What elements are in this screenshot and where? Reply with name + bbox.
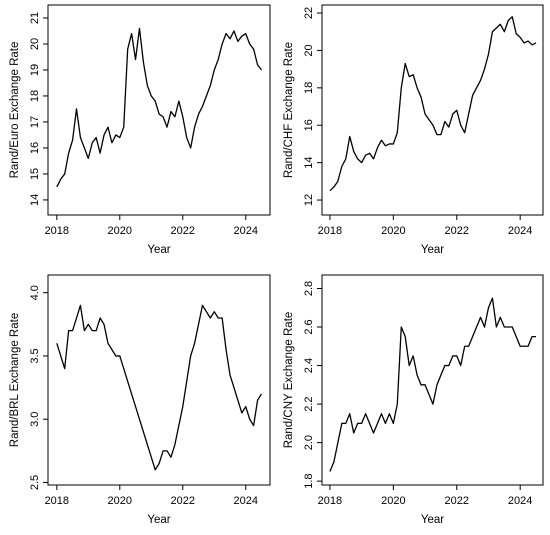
y-tick-label: 16 <box>29 142 41 154</box>
y-tick-label: 2.0 <box>303 435 315 450</box>
x-tick-label: 2020 <box>381 495 405 507</box>
x-tick-label: 2018 <box>318 225 342 237</box>
x-tick-label: 2020 <box>108 225 132 237</box>
y-tick-label: 17 <box>29 116 41 128</box>
y-tick-label: 3.0 <box>29 412 41 427</box>
x-tick-label: 2024 <box>508 495 532 507</box>
x-tick-label: 2024 <box>234 495 258 507</box>
y-tick-label: 2.2 <box>303 396 315 411</box>
y-axis-label: Rand/CHF Exchange Rate <box>283 42 295 178</box>
y-tick-label: 19 <box>29 64 41 76</box>
x-axis-label: Year <box>421 244 444 256</box>
y-tick-label: 20 <box>303 44 315 56</box>
x-tick-label: 2018 <box>45 495 69 507</box>
y-tick-label: 14 <box>29 194 41 206</box>
y-tick-label: 12 <box>303 194 315 206</box>
plot-box <box>47 4 271 216</box>
plot-box <box>47 274 271 486</box>
x-tick-label: 2022 <box>445 225 469 237</box>
x-axis-label: Year <box>147 514 170 526</box>
y-tick-label: 2.4 <box>303 358 315 373</box>
y-tick-label: 15 <box>29 168 41 180</box>
y-tick-label: 3.5 <box>29 348 41 363</box>
y-tick-label: 14 <box>303 157 315 169</box>
y-tick-label: 22 <box>303 7 315 19</box>
x-tick-label: 2022 <box>445 495 469 507</box>
y-tick-label: 21 <box>29 12 41 24</box>
x-tick-label: 2020 <box>108 495 132 507</box>
y-tick-label: 2.6 <box>303 319 315 334</box>
series-line <box>329 16 537 192</box>
x-tick-label: 2024 <box>508 225 532 237</box>
plot-box <box>321 4 544 216</box>
x-axis-label: Year <box>421 514 444 526</box>
x-tick-label: 2022 <box>171 495 195 507</box>
y-tick-label: 18 <box>303 82 315 94</box>
y-axis-label: Rand/CNY Exchange Rate <box>283 312 295 449</box>
y-tick-label: 4.0 <box>29 285 41 300</box>
series-line <box>56 304 263 471</box>
y-axis-label: Rand/Euro Exchange Rate <box>9 42 21 179</box>
x-tick-label: 2018 <box>45 225 69 237</box>
y-tick-label: 16 <box>303 119 315 131</box>
y-tick-label: 1.8 <box>303 473 315 488</box>
y-tick-label: 20 <box>29 38 41 50</box>
plot-box <box>321 274 544 486</box>
y-tick-label: 18 <box>29 90 41 102</box>
x-tick-label: 2018 <box>318 495 342 507</box>
series-line <box>56 27 263 188</box>
y-tick-label: 2.8 <box>303 281 315 296</box>
x-axis-label: Year <box>147 244 170 256</box>
x-tick-label: 2020 <box>381 225 405 237</box>
x-tick-label: 2022 <box>171 225 195 237</box>
y-axis-label: Rand/BRL Exchange Rate <box>9 313 21 447</box>
y-tick-label: 2.5 <box>29 475 41 490</box>
x-tick-label: 2024 <box>234 225 258 237</box>
series-line <box>329 297 537 472</box>
